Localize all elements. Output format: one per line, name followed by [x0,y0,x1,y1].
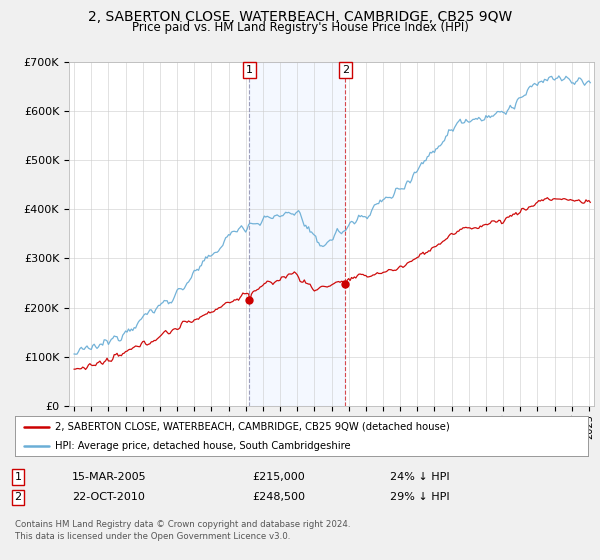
Text: HPI: Average price, detached house, South Cambridgeshire: HPI: Average price, detached house, Sout… [55,441,351,450]
Text: 24% ↓ HPI: 24% ↓ HPI [390,472,449,482]
Text: Price paid vs. HM Land Registry's House Price Index (HPI): Price paid vs. HM Land Registry's House … [131,21,469,34]
Bar [250,62,346,406]
Text: 15-MAR-2005: 15-MAR-2005 [72,472,146,482]
Text: 1: 1 [246,65,253,75]
Text: 22-OCT-2010: 22-OCT-2010 [72,492,145,502]
Text: 2, SABERTON CLOSE, WATERBEACH, CAMBRIDGE, CB25 9QW: 2, SABERTON CLOSE, WATERBEACH, CAMBRIDGE… [88,10,512,24]
Text: £215,000: £215,000 [252,472,305,482]
Text: 29% ↓ HPI: 29% ↓ HPI [390,492,449,502]
Text: £248,500: £248,500 [252,492,305,502]
Text: 2, SABERTON CLOSE, WATERBEACH, CAMBRIDGE, CB25 9QW (detached house): 2, SABERTON CLOSE, WATERBEACH, CAMBRIDGE… [55,422,450,432]
Text: 2: 2 [14,492,22,502]
Text: 2: 2 [342,65,349,75]
Text: 1: 1 [14,472,22,482]
Text: This data is licensed under the Open Government Licence v3.0.: This data is licensed under the Open Gov… [15,532,290,541]
Text: Contains HM Land Registry data © Crown copyright and database right 2024.: Contains HM Land Registry data © Crown c… [15,520,350,529]
